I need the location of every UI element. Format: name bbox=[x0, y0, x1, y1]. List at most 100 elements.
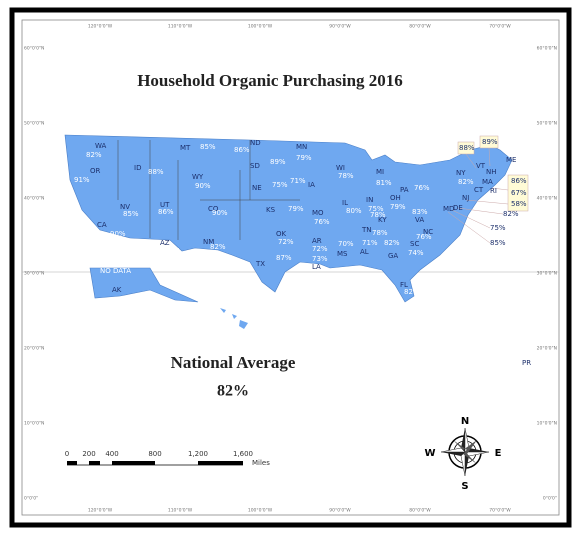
state-percent: 86% bbox=[234, 146, 250, 154]
state-percent: 82% bbox=[458, 178, 474, 186]
state-abbr: TX bbox=[255, 260, 265, 268]
state-abbr: WA bbox=[95, 142, 107, 150]
state-abbr: MA bbox=[482, 178, 493, 186]
state-percent: 76% bbox=[416, 233, 432, 241]
state-abbr: NE bbox=[252, 184, 262, 192]
latitude-label: 50°0'0"N bbox=[537, 121, 557, 127]
state-percent: 73% bbox=[312, 255, 328, 263]
scale-tick-label: 400 bbox=[105, 450, 118, 458]
state-percent: 70% bbox=[338, 240, 354, 248]
state-abbr: MN bbox=[296, 143, 307, 151]
state-abbr: KS bbox=[266, 206, 276, 214]
latitude-label: 20°0'0"N bbox=[24, 346, 44, 352]
longitude-label: 120°0'0"W bbox=[88, 508, 113, 514]
latitude-label: 60°0'0"N bbox=[537, 46, 557, 52]
state-abbr: WY bbox=[192, 173, 204, 181]
state-percent: 90% bbox=[195, 182, 211, 190]
state-abbr: DE bbox=[453, 204, 463, 212]
longitude-label: 120°0'0"W bbox=[88, 24, 113, 30]
latitude-label: 30°0'0"N bbox=[24, 271, 44, 277]
map-title: Household Organic Purchasing 2016 bbox=[137, 71, 403, 90]
national-average-value: 82% bbox=[217, 383, 249, 400]
longitude-label: 100°0'0"W bbox=[248, 24, 273, 30]
state-percent: 80% bbox=[346, 207, 362, 215]
callout-percent: 88% bbox=[459, 144, 475, 152]
state-abbr: VA bbox=[415, 216, 424, 224]
state-percent: 82% bbox=[86, 151, 102, 159]
compass-rose bbox=[440, 427, 490, 477]
callout-leaders bbox=[447, 147, 509, 244]
usa-mainland bbox=[64, 134, 513, 303]
state-abbr: NM bbox=[203, 238, 214, 246]
callout-percent: 85% bbox=[490, 239, 506, 247]
alaska-note: NO DATA bbox=[100, 267, 131, 275]
inner-frame bbox=[21, 19, 560, 516]
state-percent: 81% bbox=[376, 179, 392, 187]
longitude-label: 80°0'0"W bbox=[409, 24, 431, 30]
state-abbr: ME bbox=[506, 156, 516, 164]
callout-percent: 82% bbox=[503, 210, 519, 218]
state-percent: 82% bbox=[404, 288, 420, 296]
state-abbr: OK bbox=[276, 230, 287, 238]
latitude-label: 0°0'0" bbox=[543, 496, 557, 502]
state-abbr: MS bbox=[337, 250, 348, 258]
state-abbr: PA bbox=[400, 186, 409, 194]
state-abbr: GA bbox=[388, 252, 398, 260]
state-abbr: NC bbox=[423, 228, 433, 236]
state-percent: 88% bbox=[148, 168, 164, 176]
state-percent: 82% bbox=[384, 239, 400, 247]
latitude-label: 40°0'0"N bbox=[537, 196, 557, 202]
state-abbr: UT bbox=[160, 201, 170, 209]
state-abbr: CT bbox=[474, 186, 484, 194]
longitude-label: 100°0'0"W bbox=[248, 508, 273, 514]
state-percent: 83% bbox=[412, 208, 428, 216]
scale-tick-label: 1,200 bbox=[188, 450, 208, 458]
longitude-label: 110°0'0"W bbox=[168, 24, 193, 30]
state-percent: 78% bbox=[338, 172, 354, 180]
state-percent: 90% bbox=[110, 230, 126, 238]
latitude-label: 0°0'0" bbox=[24, 496, 38, 502]
state-percent: 71% bbox=[362, 239, 378, 247]
longitude-label: 80°0'0"W bbox=[409, 508, 431, 514]
state-abbr: LA bbox=[312, 263, 321, 271]
scale-tick-label: 1,600 bbox=[233, 450, 253, 458]
state-percent: 85% bbox=[123, 210, 139, 218]
state-percent: 91% bbox=[74, 176, 90, 184]
state-percent: 78% bbox=[370, 211, 386, 219]
longitude-label: 90°0'0"W bbox=[329, 508, 351, 514]
state-abbr: NV bbox=[120, 203, 130, 211]
state-abbr: OR bbox=[90, 167, 101, 175]
state-abbr: IN bbox=[366, 196, 373, 204]
latitude-label: 10°0'0"N bbox=[537, 421, 557, 427]
scale-tick-label: 0 bbox=[65, 450, 69, 458]
state-percent: 79% bbox=[390, 203, 406, 211]
alaska bbox=[89, 267, 199, 303]
state-percent: 74% bbox=[408, 249, 424, 257]
latitude-label: 50°0'0"N bbox=[24, 121, 44, 127]
longitude-label: 90°0'0"W bbox=[329, 24, 351, 30]
state-percent: 76% bbox=[314, 218, 330, 226]
state-percent: 79% bbox=[296, 154, 312, 162]
latitude-label: 30°0'0"N bbox=[537, 271, 557, 277]
latitude-label: 20°0'0"N bbox=[537, 346, 557, 352]
alaska-abbr: AK bbox=[112, 286, 122, 294]
state-abbr: IL bbox=[342, 199, 348, 207]
hawaii bbox=[220, 308, 248, 329]
state-percent: 89% bbox=[270, 158, 286, 166]
scale-unit: Miles bbox=[252, 459, 270, 467]
state-percent: 79% bbox=[288, 205, 304, 213]
longitude-label: 70°0'0"W bbox=[489, 24, 511, 30]
state-abbr: RI bbox=[490, 187, 497, 195]
state-percent: 86% bbox=[158, 208, 174, 216]
callout-percent: 58% bbox=[511, 200, 527, 208]
state-percent: 90% bbox=[212, 209, 228, 217]
callout-percent: 67% bbox=[511, 189, 527, 197]
pr-label: PR bbox=[522, 359, 531, 367]
state-abbr: AL bbox=[360, 248, 369, 256]
state-abbr: MD bbox=[443, 205, 454, 213]
state-abbr: MI bbox=[376, 168, 384, 176]
state-abbr: AZ bbox=[160, 239, 170, 247]
state-percent: 82% bbox=[210, 243, 226, 251]
state-percent: 86% bbox=[165, 247, 181, 255]
